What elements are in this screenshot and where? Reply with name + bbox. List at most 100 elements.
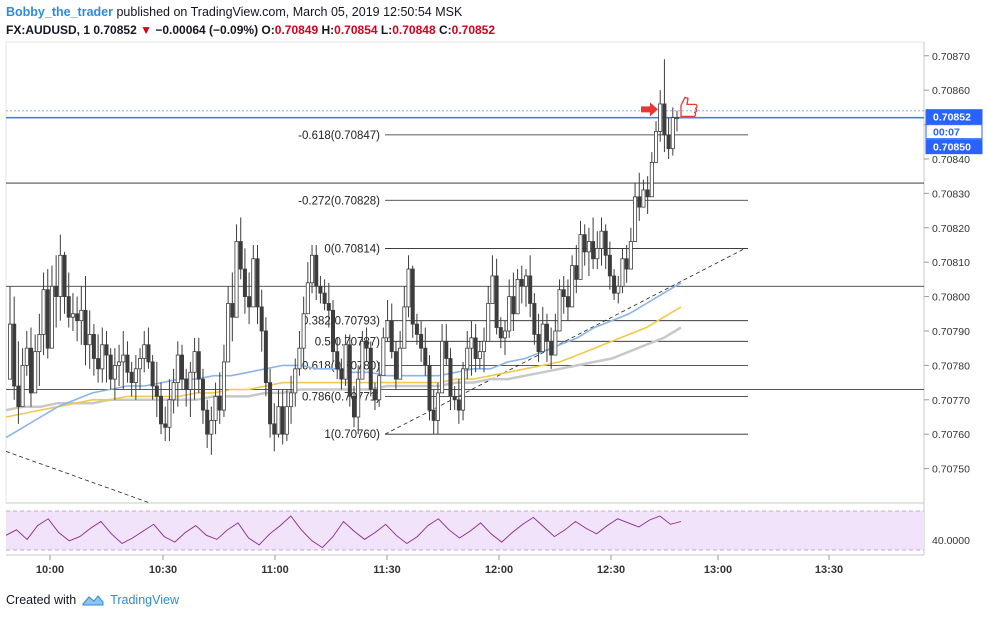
- candle-body[interactable]: [221, 361, 226, 411]
- candle-body[interactable]: [553, 330, 558, 356]
- candle-body[interactable]: [595, 248, 600, 260]
- candle-body[interactable]: [381, 337, 386, 377]
- candle-body[interactable]: [519, 278, 524, 287]
- candle-body[interactable]: [393, 351, 398, 380]
- candle-body[interactable]: [179, 354, 184, 380]
- candle-body[interactable]: [419, 334, 424, 349]
- candle-body[interactable]: [37, 334, 42, 353]
- candle-body[interactable]: [389, 320, 394, 353]
- candle-body[interactable]: [259, 306, 264, 332]
- candle-body[interactable]: [314, 254, 319, 287]
- candle-body[interactable]: [188, 371, 193, 390]
- candle-body[interactable]: [503, 330, 508, 339]
- candle-body[interactable]: [125, 354, 130, 373]
- candle-body[interactable]: [133, 368, 138, 383]
- candle-body[interactable]: [16, 385, 21, 408]
- candle-body[interactable]: [175, 354, 180, 383]
- candle-body[interactable]: [213, 395, 218, 421]
- candle-body[interactable]: [574, 265, 579, 280]
- candle-body[interactable]: [654, 131, 659, 163]
- candle-body[interactable]: [163, 423, 168, 428]
- candle-body[interactable]: [536, 334, 541, 353]
- candle-body[interactable]: [301, 313, 306, 349]
- candle-body[interactable]: [675, 117, 680, 120]
- candle-body[interactable]: [645, 189, 650, 198]
- candle-body[interactable]: [423, 347, 428, 366]
- candle-body[interactable]: [347, 344, 352, 397]
- price-chart[interactable]: 0.70870 0.70860 0.708500.70840 0.70830 0.708…: [0, 0, 988, 590]
- candle-body[interactable]: [58, 254, 63, 297]
- candle-body[interactable]: [335, 351, 340, 370]
- candle-body[interactable]: [20, 364, 25, 408]
- candle-body[interactable]: [612, 275, 617, 294]
- candle-body[interactable]: [230, 303, 235, 318]
- candle-body[interactable]: [603, 230, 608, 256]
- candle-body[interactable]: [540, 323, 545, 353]
- candle-body[interactable]: [402, 306, 407, 349]
- candle-body[interactable]: [515, 278, 520, 315]
- candle-body[interactable]: [620, 258, 625, 287]
- candle-body[interactable]: [351, 395, 356, 418]
- candle-body[interactable]: [372, 389, 377, 401]
- candle-body[interactable]: [670, 117, 675, 150]
- candle-body[interactable]: [398, 347, 403, 380]
- candle-body[interactable]: [544, 323, 549, 342]
- candle-body[interactable]: [586, 241, 591, 253]
- candle-body[interactable]: [251, 258, 256, 308]
- candle-body[interactable]: [465, 347, 470, 370]
- candle-body[interactable]: [456, 399, 461, 411]
- candle-body[interactable]: [33, 351, 38, 394]
- candle-body[interactable]: [117, 361, 122, 366]
- candle-body[interactable]: [247, 296, 252, 308]
- candle-body[interactable]: [414, 323, 419, 335]
- candle-body[interactable]: [12, 323, 17, 387]
- candle-body[interactable]: [549, 340, 554, 356]
- candle-body[interactable]: [318, 285, 323, 294]
- candle-body[interactable]: [184, 378, 189, 390]
- candle-body[interactable]: [431, 409, 436, 421]
- candle-body[interactable]: [192, 351, 197, 373]
- candle-body[interactable]: [104, 344, 109, 356]
- candle-body[interactable]: [406, 268, 411, 308]
- candle-body[interactable]: [112, 364, 117, 380]
- candle-body[interactable]: [217, 395, 222, 411]
- candle-body[interactable]: [435, 392, 440, 421]
- candle-body[interactable]: [138, 358, 143, 370]
- candle-body[interactable]: [41, 289, 46, 335]
- candle-body[interactable]: [427, 364, 432, 411]
- candle-body[interactable]: [624, 258, 629, 270]
- candle-body[interactable]: [305, 282, 310, 315]
- candle-body[interactable]: [666, 134, 671, 150]
- candle-body[interactable]: [616, 285, 621, 294]
- candle-body[interactable]: [310, 254, 315, 284]
- candle-body[interactable]: [641, 189, 646, 208]
- trend-line-lower[interactable]: [5, 451, 151, 504]
- candle-body[interactable]: [159, 395, 164, 425]
- candle-body[interactable]: [561, 289, 566, 297]
- candle-body[interactable]: [637, 196, 642, 208]
- candle-body[interactable]: [410, 268, 415, 325]
- candle-body[interactable]: [385, 320, 390, 339]
- candle-body[interactable]: [578, 234, 583, 280]
- candle-body[interactable]: [79, 309, 84, 322]
- trend-line[interactable]: [384, 248, 746, 435]
- candle-body[interactable]: [154, 385, 159, 397]
- candle-body[interactable]: [205, 409, 210, 435]
- candle-body[interactable]: [377, 375, 382, 401]
- candle-body[interactable]: [49, 285, 54, 349]
- candle-body[interactable]: [486, 303, 491, 342]
- candle-body[interactable]: [54, 285, 59, 297]
- candle-body[interactable]: [633, 196, 638, 242]
- candle-body[interactable]: [507, 296, 512, 332]
- candle-body[interactable]: [528, 275, 533, 304]
- candle-body[interactable]: [523, 275, 528, 287]
- candle-body[interactable]: [142, 344, 147, 359]
- candle-body[interactable]: [343, 344, 348, 380]
- candle-body[interactable]: [238, 241, 243, 270]
- candle-body[interactable]: [440, 340, 445, 394]
- candle-body[interactable]: [108, 354, 113, 380]
- candle-body[interactable]: [490, 275, 495, 304]
- candle-body[interactable]: [129, 371, 134, 383]
- candle-body[interactable]: [448, 358, 453, 397]
- candle-body[interactable]: [339, 368, 344, 380]
